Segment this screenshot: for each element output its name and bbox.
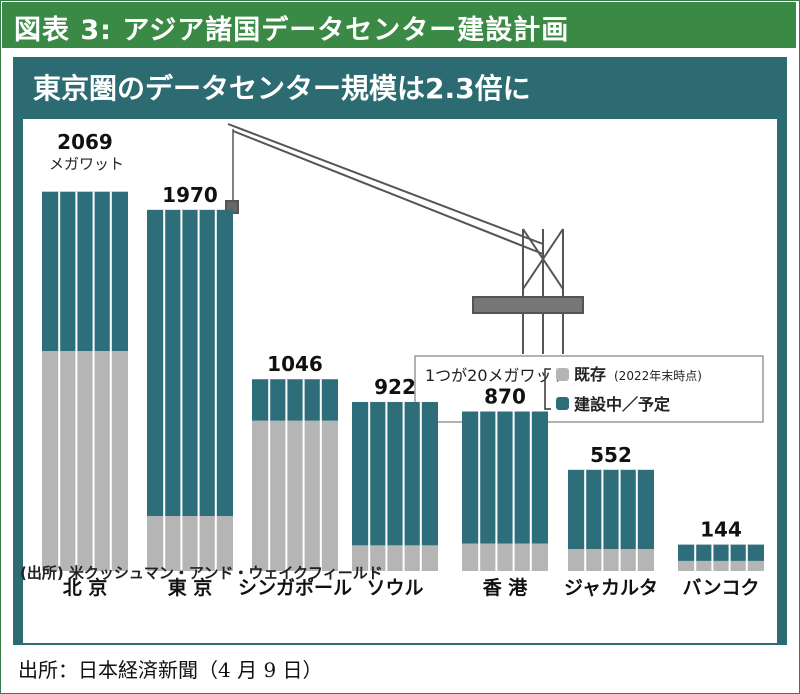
category-label: 東 京 [168,576,213,599]
crane-platform [472,296,584,314]
legend-existing-swatch [556,368,569,381]
bar-value-label: 870 [484,385,526,409]
bar-value-label: 922 [374,375,416,399]
unit-label: メガワット [49,155,124,173]
bar-value-label: 1970 [162,183,218,207]
legend-bracket [544,368,551,410]
legend-unit-text: 1つが20メガワット [425,366,568,385]
bar-value-label: 2069 [57,130,113,154]
crane-illustration [225,123,584,354]
bar-value-label: 1046 [267,352,323,376]
bar-planned [252,379,338,421]
category-label: バンコク [683,577,760,599]
bar-planned [147,209,233,516]
legend-existing-note: (2022年末時点) [614,369,702,383]
bar-planned [568,469,654,549]
source-citation: 出所：日本経済新聞（4 月 9 日） [18,658,323,682]
bar-planned [352,401,438,546]
bars-group [42,191,764,571]
category-label: 香 港 [482,577,529,599]
bar-existing [252,420,338,571]
bar-existing [462,543,548,571]
legend-box [414,355,764,423]
bar-existing [42,351,128,571]
bottom-strip [23,599,777,643]
data-source-note: (出所) 米クッシュマン・アンド・ウェイクフィールド [20,564,383,582]
category-labels-group: 北 京 東 京 シンガポール ソウル 香 港 ジャカルタ バンコク [63,576,760,599]
figure-header: 図表 3: アジア諸国データセンター建設計画 [2,2,796,48]
category-label: 北 京 [63,576,108,599]
category-label: ジャカルタ [564,577,658,599]
legend-existing-label: 既存 [574,365,606,384]
bar-planned [42,191,128,351]
bar-planned [462,411,548,544]
bar-value-label: 144 [700,518,742,542]
bar-existing [352,545,438,571]
bar-value-label: 552 [590,443,632,467]
chart-svg: 1つが20メガワット 既存 (2022年末時点) 建設中／予定 2069 1970… [42,123,764,599]
bar-planned [678,544,764,561]
bar-existing [147,516,233,571]
crane-jib-lower [232,130,544,255]
value-labels-group: 2069 1970 1046 922 870 552 144 [57,130,742,542]
chart-area: 1つが20メガワット 既存 (2022年末時点) 建設中／予定 2069 1970… [23,119,777,599]
crane-jib [227,123,544,245]
crane-brace-2 [522,228,564,290]
bar-existing [678,560,764,571]
chart-title: 東京圏のデータセンター規模は2.3倍に [33,72,531,105]
bar-existing [568,549,654,571]
legend: 1つが20メガワット 既存 (2022年末時点) 建設中／予定 [414,355,764,423]
category-label: シンガポール [238,576,352,599]
legend-planned-label: 建設中／予定 [574,395,670,414]
chart-panel: 東京圏のデータセンター規模は2.3倍に 1つが20メガワット [13,57,787,645]
category-label: ソウル [366,577,423,599]
legend-planned-swatch [556,397,569,410]
